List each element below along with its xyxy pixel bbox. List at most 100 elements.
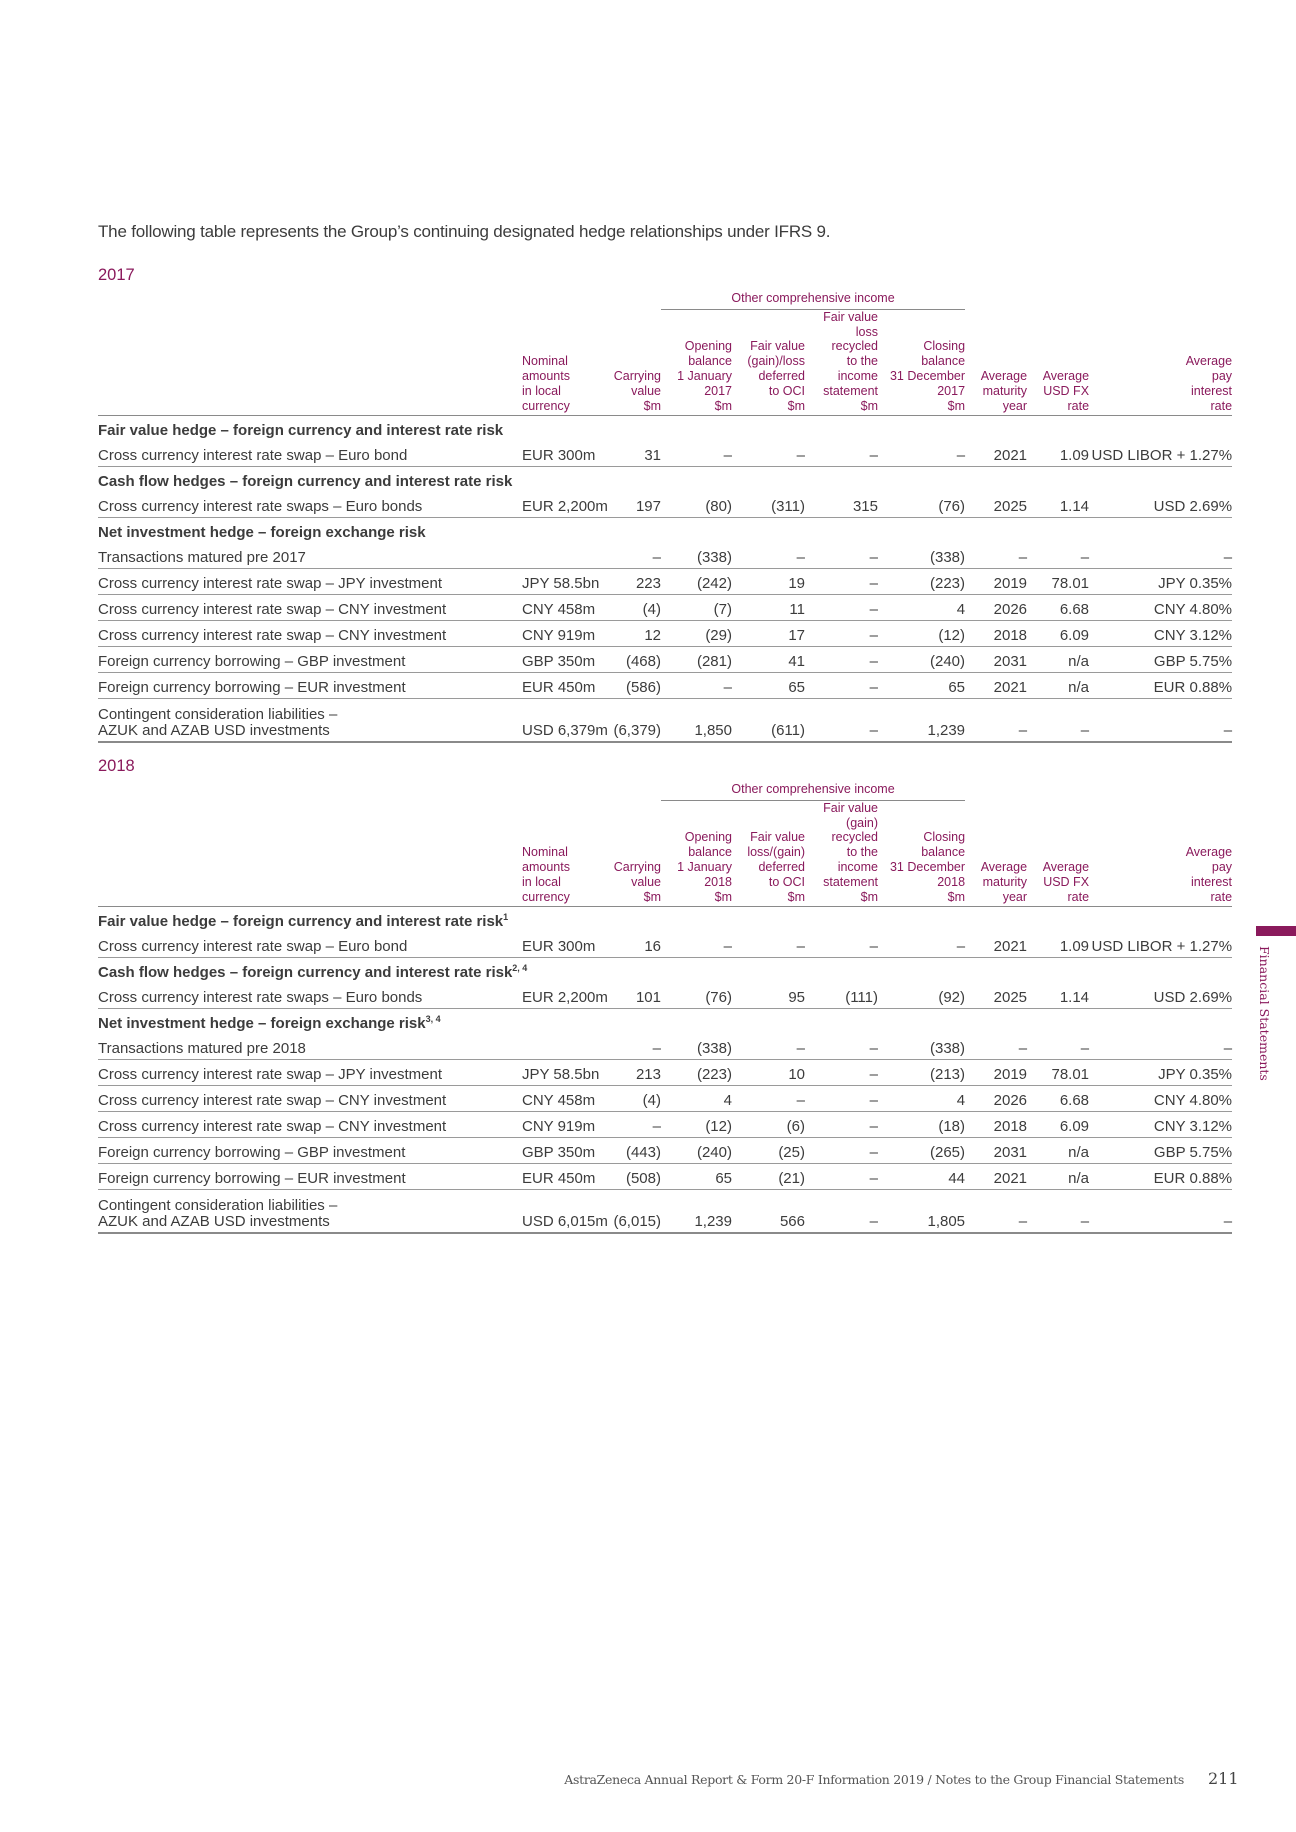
header-spacer [98,291,661,309]
cell-opening-balance: (338) [661,1034,732,1061]
column-header-row: Nominal amounts in local currency Carryin… [98,309,1233,417]
group-title: Net investment hedge – foreign exchange … [98,524,426,542]
cell-description: Foreign currency borrowing – EUR investm… [98,1163,522,1191]
cell-fair-value-deferred: 95 [732,983,805,1010]
cell-fair-value-recycled: – [805,1059,878,1087]
group-heading-row: Net investment hedge – foreign exchange … [98,518,1232,544]
oci-group-header: Other comprehensive income [661,291,966,310]
table-row: Contingent consideration liabilities – A… [98,1189,1233,1235]
cell-nominal-amount: JPY 58.5bn [522,1059,602,1087]
cell-description: Foreign currency borrowing – GBP investm… [98,1137,522,1165]
cell-average-pay-rate: – [1089,1034,1233,1061]
cell-fair-value-recycled: – [805,1111,878,1139]
cell-average-pay-rate: EUR 0.88% [1089,672,1233,700]
cell-description: Cross currency interest rate swap – CNY … [98,620,522,648]
cell-fair-value-recycled: – [805,932,878,959]
cell-fair-value-deferred: – [732,543,805,570]
table-row: Transactions matured pre 2017– (338) – – (33… [98,543,1233,570]
cell-carrying-value: 16 [602,932,661,959]
cell-fair-value-recycled: 315 [805,492,878,519]
cell-opening-balance: (7) [661,594,732,622]
cell-fair-value-deferred: 41 [732,646,805,674]
hedge-table-section-2018: 2018 Other comprehensive income Nominal am… [98,757,1233,1235]
cell-carrying-value: (6,379) [602,698,661,744]
column-header-nominal-amount: Nominal amounts in local currency [522,309,602,417]
cell-opening-balance: 1,239 [661,1189,732,1235]
cell-carrying-value: 101 [602,983,661,1010]
table-row: Cross currency interest rate swaps – Eur… [98,492,1233,519]
cell-fair-value-recycled: – [805,543,878,570]
cell-fair-value-recycled: – [805,568,878,596]
cell-fair-value-recycled: – [805,594,878,622]
cell-closing-balance: – [878,441,966,468]
cell-average-pay-rate: CNY 3.12% [1089,1111,1233,1139]
column-header-fair-value-recycled: Fair value loss recycled to the income s… [805,309,878,417]
cell-average-pay-rate: JPY 0.35% [1089,568,1233,596]
cell-carrying-value: 213 [602,1059,661,1087]
cell-average-maturity: 2021 [965,1163,1028,1191]
cell-average-pay-rate: JPY 0.35% [1089,1059,1233,1087]
cell-opening-balance: (223) [661,1059,732,1087]
cell-nominal-amount: GBP 350m [522,646,602,674]
cell-opening-balance: (12) [661,1111,732,1139]
cell-description: Cross currency interest rate swap – CNY … [98,594,522,622]
cell-average-pay-rate: CNY 4.80% [1089,594,1233,622]
cell-average-fx-rate: 1.09 [1027,932,1090,959]
cell-description: Cross currency interest rate swap – Euro… [98,441,522,468]
cell-carrying-value: – [602,1111,661,1139]
cell-average-fx-rate: n/a [1027,1163,1090,1191]
cell-average-fx-rate: – [1027,698,1090,744]
cell-average-maturity: 2021 [965,672,1028,700]
cell-average-fx-rate: 6.68 [1027,594,1090,622]
cell-fair-value-recycled: – [805,620,878,648]
cell-description: Cross currency interest rate swap – Euro… [98,932,522,959]
cell-nominal-amount [522,543,602,570]
cell-nominal-amount: JPY 58.5bn [522,568,602,596]
table-row: Cross currency interest rate swap – CNY … [98,1085,1233,1113]
cell-carrying-value: (468) [602,646,661,674]
cell-fair-value-recycled: – [805,672,878,700]
cell-fair-value-recycled: – [805,1034,878,1061]
cell-carrying-value: 197 [602,492,661,519]
cell-average-maturity: – [965,1189,1028,1235]
cell-opening-balance: 1,850 [661,698,732,744]
cell-fair-value-deferred: 17 [732,620,805,648]
cell-closing-balance: 1,805 [878,1189,966,1235]
cell-average-pay-rate: CNY 4.80% [1089,1085,1233,1113]
cell-closing-balance: 65 [878,672,966,700]
cell-description: Cross currency interest rate swap – CNY … [98,1085,522,1113]
table-row: Foreign currency borrowing – GBP investm… [98,1137,1233,1165]
cell-opening-balance: (240) [661,1137,732,1165]
cell-average-fx-rate: 6.68 [1027,1085,1090,1113]
cell-fair-value-deferred: – [732,1034,805,1061]
page-number: 211 [1208,1769,1239,1788]
cell-fair-value-recycled: – [805,646,878,674]
cell-average-pay-rate: USD LIBOR + 1.27% [1089,932,1233,959]
cell-average-fx-rate: 6.09 [1027,1111,1090,1139]
cell-fair-value-deferred: 566 [732,1189,805,1235]
column-header-average-pay-rate: Average pay interest rate [1089,800,1233,908]
cell-carrying-value: 12 [602,620,661,648]
group-heading: Cash flow hedges – foreign currency and … [98,958,1232,984]
cell-fair-value-deferred: 10 [732,1059,805,1087]
table-row: Cross currency interest rate swap – CNY … [98,620,1233,648]
cell-fair-value-recycled: – [805,1163,878,1191]
cell-opening-balance: (80) [661,492,732,519]
cell-closing-balance: 4 [878,594,966,622]
cell-description: Cross currency interest rate swaps – Eur… [98,983,522,1010]
header-spacer [965,782,1232,800]
cell-closing-balance: – [878,932,966,959]
cell-opening-balance: (281) [661,646,732,674]
column-header-closing-balance: Closing balance 31 December 2017 $m [878,309,966,417]
cell-description: Contingent consideration liabilities – A… [98,698,522,744]
cell-opening-balance: – [661,672,732,700]
table-row: Foreign currency borrowing – GBP investm… [98,646,1233,674]
footnote-ref: 3, 4 [425,1014,441,1025]
cell-carrying-value: (586) [602,672,661,700]
column-header-description [98,309,522,417]
cell-description: Cross currency interest rate swap – CNY … [98,1111,522,1139]
cell-nominal-amount: USD 6,015m [522,1189,608,1235]
cell-average-fx-rate: n/a [1027,646,1090,674]
table-row: Contingent consideration liabilities – A… [98,698,1233,744]
cell-average-fx-rate: 78.01 [1027,568,1090,596]
